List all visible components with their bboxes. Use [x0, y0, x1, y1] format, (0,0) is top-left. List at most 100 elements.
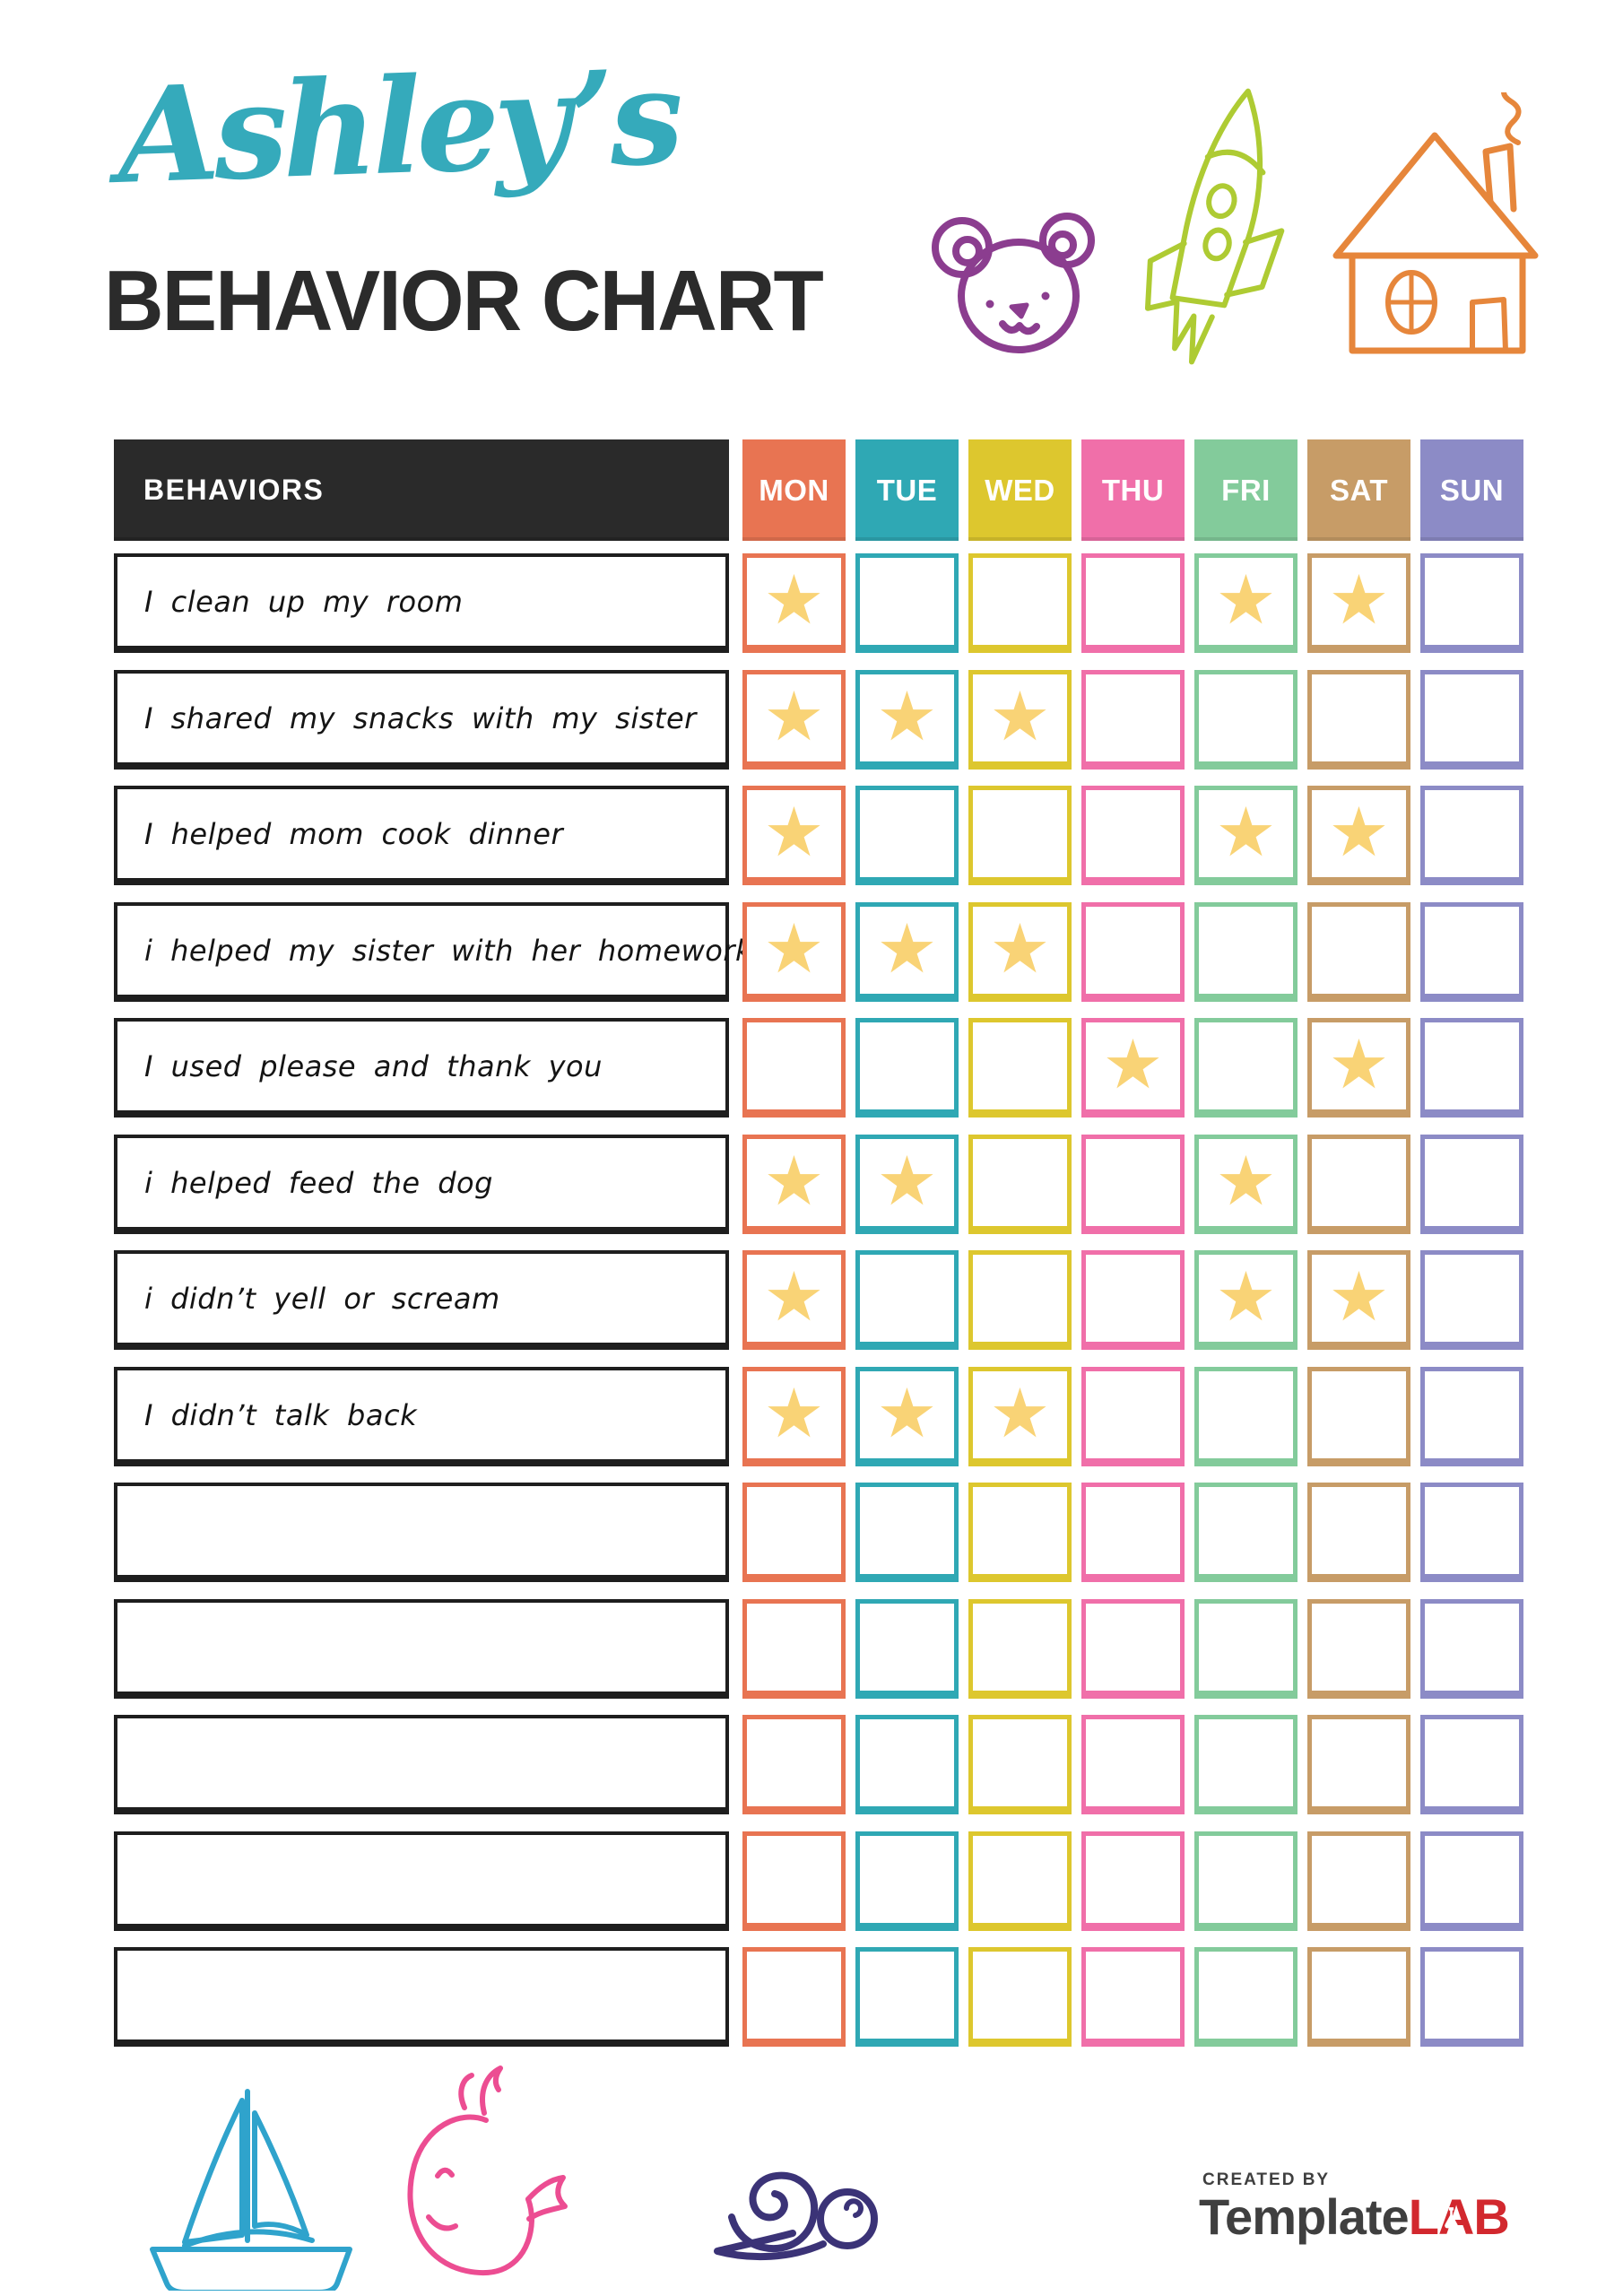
cell-row7-sat[interactable]: ★ — [1307, 1250, 1410, 1350]
cell-row11-tue[interactable] — [855, 1715, 959, 1814]
cell-row13-sun[interactable] — [1420, 1947, 1523, 2047]
cell-row2-fri[interactable] — [1194, 670, 1298, 770]
cell-row5-mon[interactable] — [742, 1018, 846, 1118]
cell-row6-thu[interactable] — [1081, 1135, 1185, 1234]
star-icon: ★ — [763, 791, 825, 872]
cell-row5-sun[interactable] — [1420, 1018, 1523, 1118]
cell-row12-thu[interactable] — [1081, 1831, 1185, 1931]
cell-row7-sun[interactable] — [1420, 1250, 1523, 1350]
cell-row11-sat[interactable] — [1307, 1715, 1410, 1814]
cell-row7-fri[interactable]: ★ — [1194, 1250, 1298, 1350]
cell-row12-fri[interactable] — [1194, 1831, 1298, 1931]
cell-row7-mon[interactable]: ★ — [742, 1250, 846, 1350]
cell-row4-sat[interactable] — [1307, 902, 1410, 1002]
cell-row8-wed[interactable]: ★ — [968, 1367, 1072, 1466]
cell-row9-wed[interactable] — [968, 1483, 1072, 1582]
cell-row6-tue[interactable]: ★ — [855, 1135, 959, 1234]
cell-row5-sat[interactable]: ★ — [1307, 1018, 1410, 1118]
behavior-label-box[interactable] — [114, 1947, 729, 2047]
cell-row13-mon[interactable] — [742, 1947, 846, 2047]
cell-row2-wed[interactable]: ★ — [968, 670, 1072, 770]
cell-row3-fri[interactable]: ★ — [1194, 786, 1298, 885]
cell-row5-wed[interactable] — [968, 1018, 1072, 1118]
cell-row11-fri[interactable] — [1194, 1715, 1298, 1814]
cell-row10-tue[interactable] — [855, 1599, 959, 1699]
cell-row9-sat[interactable] — [1307, 1483, 1410, 1582]
cell-row4-wed[interactable]: ★ — [968, 902, 1072, 1002]
cell-row8-sun[interactable] — [1420, 1367, 1523, 1466]
cell-row12-sun[interactable] — [1420, 1831, 1523, 1931]
star-icon: ★ — [1215, 1140, 1277, 1221]
cell-row2-thu[interactable] — [1081, 670, 1185, 770]
cell-row11-mon[interactable] — [742, 1715, 846, 1814]
cell-row4-tue[interactable]: ★ — [855, 902, 959, 1002]
cell-row2-tue[interactable]: ★ — [855, 670, 959, 770]
cell-row3-tue[interactable] — [855, 786, 959, 885]
behavior-label-box[interactable] — [114, 1599, 729, 1699]
cell-row2-mon[interactable]: ★ — [742, 670, 846, 770]
cell-row12-sat[interactable] — [1307, 1831, 1410, 1931]
cell-row2-sat[interactable] — [1307, 670, 1410, 770]
cell-row12-tue[interactable] — [855, 1831, 959, 1931]
behavior-label-box[interactable] — [114, 1483, 729, 1582]
cell-row1-tue[interactable] — [855, 553, 959, 653]
cell-row3-mon[interactable]: ★ — [742, 786, 846, 885]
cell-row11-wed[interactable] — [968, 1715, 1072, 1814]
cell-row12-wed[interactable] — [968, 1831, 1072, 1931]
cell-row13-sat[interactable] — [1307, 1947, 1410, 2047]
cell-row8-tue[interactable]: ★ — [855, 1367, 959, 1466]
cell-row10-wed[interactable] — [968, 1599, 1072, 1699]
cell-row1-sun[interactable] — [1420, 553, 1523, 653]
cell-row3-thu[interactable] — [1081, 786, 1185, 885]
cell-row13-thu[interactable] — [1081, 1947, 1185, 2047]
cell-row6-mon[interactable]: ★ — [742, 1135, 846, 1234]
cell-row6-sat[interactable] — [1307, 1135, 1410, 1234]
cell-row4-sun[interactable] — [1420, 902, 1523, 1002]
cell-row13-wed[interactable] — [968, 1947, 1072, 2047]
cell-row5-fri[interactable] — [1194, 1018, 1298, 1118]
cell-row8-thu[interactable] — [1081, 1367, 1185, 1466]
cell-row10-sat[interactable] — [1307, 1599, 1410, 1699]
cell-row1-mon[interactable]: ★ — [742, 553, 846, 653]
cell-row8-fri[interactable] — [1194, 1367, 1298, 1466]
cell-row7-thu[interactable] — [1081, 1250, 1185, 1350]
behavior-label-box: I shared my snacks with my sister — [114, 670, 729, 770]
cell-row5-thu[interactable]: ★ — [1081, 1018, 1185, 1118]
cell-row10-sun[interactable] — [1420, 1599, 1523, 1699]
cell-row6-sun[interactable] — [1420, 1135, 1523, 1234]
cell-row6-wed[interactable] — [968, 1135, 1072, 1234]
cell-row9-fri[interactable] — [1194, 1483, 1298, 1582]
cell-row5-tue[interactable] — [855, 1018, 959, 1118]
cell-row9-sun[interactable] — [1420, 1483, 1523, 1582]
cell-row10-fri[interactable] — [1194, 1599, 1298, 1699]
cell-row1-fri[interactable]: ★ — [1194, 553, 1298, 653]
cell-row4-mon[interactable]: ★ — [742, 902, 846, 1002]
cell-row6-fri[interactable]: ★ — [1194, 1135, 1298, 1234]
cell-row7-tue[interactable] — [855, 1250, 959, 1350]
cell-row7-wed[interactable] — [968, 1250, 1072, 1350]
behavior-label-box[interactable] — [114, 1715, 729, 1814]
cell-row13-tue[interactable] — [855, 1947, 959, 2047]
cell-row9-mon[interactable] — [742, 1483, 846, 1582]
cell-row1-thu[interactable] — [1081, 553, 1185, 653]
cell-row10-mon[interactable] — [742, 1599, 846, 1699]
cell-row3-wed[interactable] — [968, 786, 1072, 885]
cell-row3-sat[interactable]: ★ — [1307, 786, 1410, 885]
cell-row1-wed[interactable] — [968, 553, 1072, 653]
cell-row10-thu[interactable] — [1081, 1599, 1185, 1699]
cell-row1-sat[interactable]: ★ — [1307, 553, 1410, 653]
cell-row8-mon[interactable]: ★ — [742, 1367, 846, 1466]
cell-row11-thu[interactable] — [1081, 1715, 1185, 1814]
cell-row2-sun[interactable] — [1420, 670, 1523, 770]
cell-row4-thu[interactable] — [1081, 902, 1185, 1002]
cell-row11-sun[interactable] — [1420, 1715, 1523, 1814]
behavior-label-box[interactable] — [114, 1831, 729, 1931]
cell-row3-sun[interactable] — [1420, 786, 1523, 885]
cell-row4-fri[interactable] — [1194, 902, 1298, 1002]
cell-row12-mon[interactable] — [742, 1831, 846, 1931]
cell-row13-fri[interactable] — [1194, 1947, 1298, 2047]
cell-row8-sat[interactable] — [1307, 1367, 1410, 1466]
behavior-text: I used please and thank you — [144, 1048, 603, 1083]
cell-row9-thu[interactable] — [1081, 1483, 1185, 1582]
cell-row9-tue[interactable] — [855, 1483, 959, 1582]
